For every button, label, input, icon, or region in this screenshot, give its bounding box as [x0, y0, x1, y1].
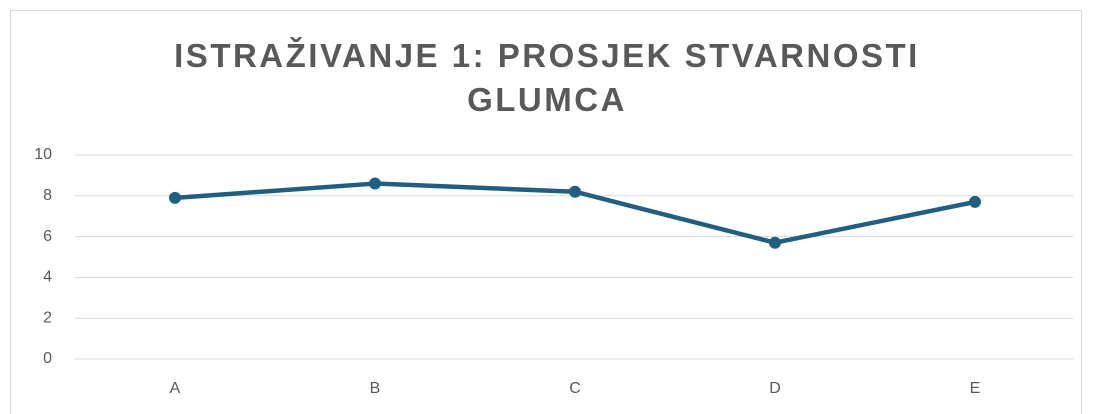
data-point: [969, 195, 981, 208]
x-tick-label: B: [370, 380, 381, 397]
y-tick-label: 4: [43, 269, 52, 286]
y-tick-label: 8: [43, 187, 52, 204]
x-tick-label: E: [970, 380, 981, 397]
data-point: [169, 191, 181, 204]
data-point: [369, 177, 381, 190]
x-tick-label: D: [769, 380, 781, 397]
data-point: [769, 236, 781, 249]
y-tick-label: 6: [43, 228, 52, 245]
y-tick-label: 0: [43, 350, 52, 367]
y-tick-label: 10: [34, 146, 52, 163]
chart-frame: [10, 10, 1082, 414]
data-point: [569, 185, 581, 198]
y-tick-label: 2: [43, 309, 52, 326]
x-tick-label: A: [170, 380, 181, 397]
x-tick-label: C: [569, 380, 581, 397]
chart-title: ISTRAŽIVANJE 1: PROSJEK STVARNOSTI GLUMC…: [174, 37, 920, 118]
